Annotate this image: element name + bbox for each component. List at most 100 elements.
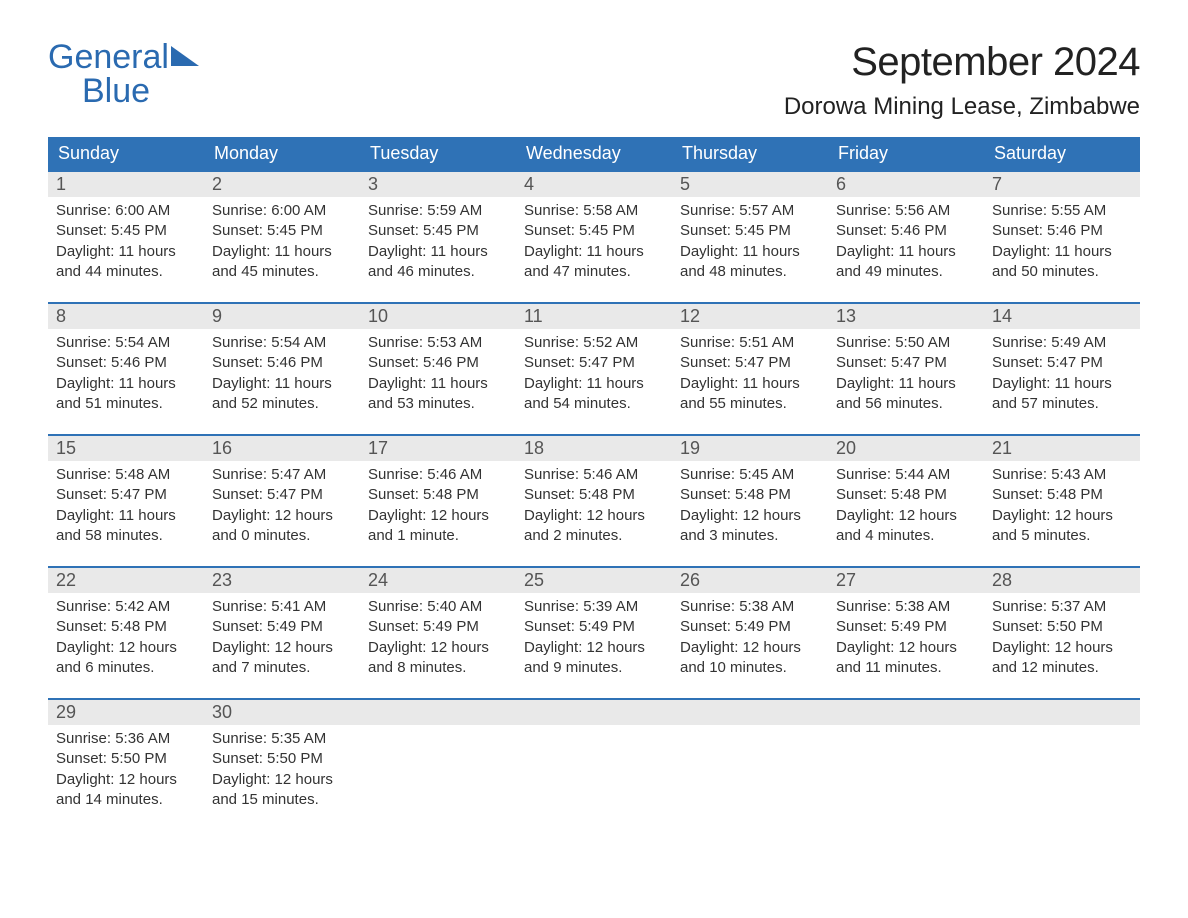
- daylight-value: 12 hours and 10 minutes.: [680, 639, 801, 676]
- daylight-value: 11 hours and 56 minutes.: [836, 375, 956, 412]
- sunset-line: Sunset: 5:48 PM: [680, 485, 820, 505]
- day-number: 16: [204, 436, 360, 461]
- month-title: September 2024: [784, 40, 1140, 85]
- sunset-value: 5:47 PM: [111, 486, 167, 503]
- day-number: 11: [516, 304, 672, 329]
- day-number: [672, 700, 828, 725]
- sunset-value: 5:47 PM: [267, 486, 323, 503]
- calendar-week: 15Sunrise: 5:48 AMSunset: 5:47 PMDayligh…: [48, 434, 1140, 552]
- brand-logo: General Blue: [48, 40, 199, 108]
- sunrise-value: 5:47 AM: [271, 466, 326, 483]
- calendar-day: 25Sunrise: 5:39 AMSunset: 5:49 PMDayligh…: [516, 568, 672, 684]
- day-number: [360, 700, 516, 725]
- day-number: 15: [48, 436, 204, 461]
- calendar-day: 19Sunrise: 5:45 AMSunset: 5:48 PMDayligh…: [672, 436, 828, 552]
- sunrise-line: Sunrise: 5:54 AM: [56, 333, 196, 353]
- sunset-value: 5:48 PM: [423, 486, 479, 503]
- calendar-day: 10Sunrise: 5:53 AMSunset: 5:46 PMDayligh…: [360, 304, 516, 420]
- day-details: Sunrise: 5:36 AMSunset: 5:50 PMDaylight:…: [48, 725, 204, 810]
- daylight-value: 11 hours and 49 minutes.: [836, 243, 956, 280]
- daylight-line: Daylight: 12 hours and 0 minutes.: [212, 506, 352, 547]
- sunset-line: Sunset: 5:47 PM: [836, 353, 976, 373]
- sunrise-line: Sunrise: 5:56 AM: [836, 201, 976, 221]
- daylight-line: Daylight: 12 hours and 4 minutes.: [836, 506, 976, 547]
- sunrise-value: 5:55 AM: [1051, 202, 1106, 219]
- sunrise-line: Sunrise: 5:36 AM: [56, 729, 196, 749]
- sunset-line: Sunset: 5:45 PM: [368, 221, 508, 241]
- daylight-value: 12 hours and 5 minutes.: [992, 507, 1113, 544]
- calendar-day: 11Sunrise: 5:52 AMSunset: 5:47 PMDayligh…: [516, 304, 672, 420]
- day-number: 13: [828, 304, 984, 329]
- sunset-value: 5:48 PM: [735, 486, 791, 503]
- sunset-line: Sunset: 5:50 PM: [212, 749, 352, 769]
- day-number: 17: [360, 436, 516, 461]
- sunset-value: 5:49 PM: [735, 618, 791, 635]
- sunrise-line: Sunrise: 5:54 AM: [212, 333, 352, 353]
- day-details: Sunrise: 5:37 AMSunset: 5:50 PMDaylight:…: [984, 593, 1140, 678]
- dow-monday: Monday: [204, 137, 360, 170]
- day-number: 8: [48, 304, 204, 329]
- sunset-value: 5:45 PM: [735, 222, 791, 239]
- daylight-line: Daylight: 12 hours and 3 minutes.: [680, 506, 820, 547]
- daylight-line: Daylight: 11 hours and 45 minutes.: [212, 242, 352, 283]
- calendar-day: 1Sunrise: 6:00 AMSunset: 5:45 PMDaylight…: [48, 172, 204, 288]
- calendar-week: 29Sunrise: 5:36 AMSunset: 5:50 PMDayligh…: [48, 698, 1140, 816]
- calendar-day: 26Sunrise: 5:38 AMSunset: 5:49 PMDayligh…: [672, 568, 828, 684]
- dow-saturday: Saturday: [984, 137, 1140, 170]
- sunset-line: Sunset: 5:45 PM: [524, 221, 664, 241]
- day-number: 23: [204, 568, 360, 593]
- day-number: [828, 700, 984, 725]
- daylight-line: Daylight: 12 hours and 15 minutes.: [212, 770, 352, 811]
- day-number: 30: [204, 700, 360, 725]
- daylight-line: Daylight: 11 hours and 58 minutes.: [56, 506, 196, 547]
- calendar-day: 5Sunrise: 5:57 AMSunset: 5:45 PMDaylight…: [672, 172, 828, 288]
- dow-friday: Friday: [828, 137, 984, 170]
- day-number: 7: [984, 172, 1140, 197]
- day-details: Sunrise: 5:35 AMSunset: 5:50 PMDaylight:…: [204, 725, 360, 810]
- day-number: 26: [672, 568, 828, 593]
- day-details: Sunrise: 5:38 AMSunset: 5:49 PMDaylight:…: [828, 593, 984, 678]
- brand-line2: Blue: [82, 74, 199, 108]
- sunrise-line: Sunrise: 5:38 AM: [680, 597, 820, 617]
- day-of-week-header: Sunday Monday Tuesday Wednesday Thursday…: [48, 137, 1140, 170]
- location-name: Dorowa Mining Lease, Zimbabwe: [784, 93, 1140, 121]
- day-details: Sunrise: 5:57 AMSunset: 5:45 PMDaylight:…: [672, 197, 828, 282]
- dow-sunday: Sunday: [48, 137, 204, 170]
- day-details: Sunrise: 5:50 AMSunset: 5:47 PMDaylight:…: [828, 329, 984, 414]
- sunrise-value: 5:45 AM: [739, 466, 794, 483]
- sunset-line: Sunset: 5:46 PM: [56, 353, 196, 373]
- daylight-line: Daylight: 12 hours and 14 minutes.: [56, 770, 196, 811]
- day-details: Sunrise: 5:54 AMSunset: 5:46 PMDaylight:…: [204, 329, 360, 414]
- daylight-line: Daylight: 11 hours and 50 minutes.: [992, 242, 1132, 283]
- dow-tuesday: Tuesday: [360, 137, 516, 170]
- sunrise-line: Sunrise: 5:44 AM: [836, 465, 976, 485]
- sunrise-value: 5:54 AM: [271, 334, 326, 351]
- sunrise-line: Sunrise: 5:40 AM: [368, 597, 508, 617]
- daylight-value: 12 hours and 9 minutes.: [524, 639, 645, 676]
- calendar-day: [828, 700, 984, 816]
- daylight-line: Daylight: 11 hours and 53 minutes.: [368, 374, 508, 415]
- day-details: Sunrise: 5:58 AMSunset: 5:45 PMDaylight:…: [516, 197, 672, 282]
- sunset-line: Sunset: 5:48 PM: [992, 485, 1132, 505]
- day-details: Sunrise: 5:53 AMSunset: 5:46 PMDaylight:…: [360, 329, 516, 414]
- sunrise-line: Sunrise: 5:53 AM: [368, 333, 508, 353]
- sunset-value: 5:47 PM: [735, 354, 791, 371]
- sunrise-value: 6:00 AM: [271, 202, 326, 219]
- sunrise-value: 5:44 AM: [895, 466, 950, 483]
- calendar-day: [984, 700, 1140, 816]
- sunset-line: Sunset: 5:46 PM: [992, 221, 1132, 241]
- weeks-container: 1Sunrise: 6:00 AMSunset: 5:45 PMDaylight…: [48, 170, 1140, 816]
- calendar-day: 30Sunrise: 5:35 AMSunset: 5:50 PMDayligh…: [204, 700, 360, 816]
- daylight-value: 11 hours and 54 minutes.: [524, 375, 644, 412]
- daylight-value: 12 hours and 12 minutes.: [992, 639, 1113, 676]
- sunset-value: 5:48 PM: [111, 618, 167, 635]
- sunset-value: 5:46 PM: [1047, 222, 1103, 239]
- sunrise-value: 5:48 AM: [115, 466, 170, 483]
- day-number: 29: [48, 700, 204, 725]
- sunset-value: 5:45 PM: [267, 222, 323, 239]
- sunset-line: Sunset: 5:47 PM: [992, 353, 1132, 373]
- daylight-line: Daylight: 12 hours and 1 minute.: [368, 506, 508, 547]
- sunset-value: 5:49 PM: [267, 618, 323, 635]
- calendar-day: 3Sunrise: 5:59 AMSunset: 5:45 PMDaylight…: [360, 172, 516, 288]
- sunset-line: Sunset: 5:46 PM: [836, 221, 976, 241]
